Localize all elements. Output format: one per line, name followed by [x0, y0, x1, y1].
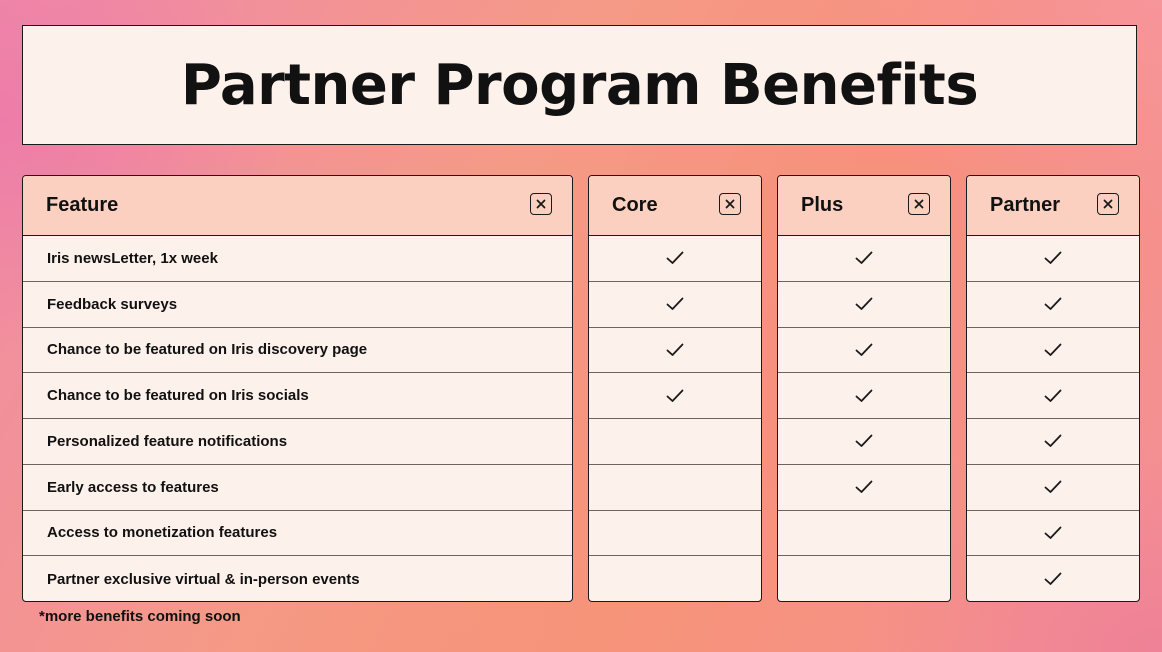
tier-row: [778, 236, 950, 282]
feature-row: Chance to be featured on Iris discovery …: [23, 328, 572, 374]
feature-row: Feedback surveys: [23, 282, 572, 328]
close-icon: [725, 199, 735, 209]
tier-name: Plus: [801, 194, 844, 216]
tier-rows-core: [589, 236, 761, 601]
tier-row: [589, 511, 761, 557]
tier-column-partner: Partner: [966, 175, 1140, 602]
checkmark-icon: [1044, 251, 1062, 265]
tier-row: [589, 556, 761, 601]
tier-row: [778, 556, 950, 601]
checkmark-icon: [855, 251, 873, 265]
tier-row: [589, 419, 761, 465]
tier-row: [778, 328, 950, 374]
tier-row: [778, 373, 950, 419]
tier-row: [967, 465, 1139, 511]
page-title: Partner Program Benefits: [180, 52, 979, 118]
title-banner: Partner Program Benefits: [22, 25, 1137, 145]
checkmark-icon: [1044, 572, 1062, 586]
tier-row: [589, 328, 761, 374]
checkmark-icon: [666, 251, 684, 265]
tier-row: [967, 328, 1139, 374]
checkmark-icon: [855, 480, 873, 494]
feature-header-label: Feature: [46, 194, 119, 216]
close-plus-column-button[interactable]: [908, 193, 930, 215]
tier-row: [589, 236, 761, 282]
close-partner-column-button[interactable]: [1097, 193, 1119, 215]
close-icon: [914, 199, 924, 209]
checkmark-icon: [855, 297, 873, 311]
checkmark-icon: [855, 389, 873, 403]
tier-row: [589, 465, 761, 511]
tier-row: [778, 419, 950, 465]
tier-header-partner: Partner: [967, 176, 1139, 236]
checkmark-icon: [855, 434, 873, 448]
feature-row: Iris newsLetter, 1x week: [23, 236, 572, 282]
checkmark-icon: [1044, 526, 1062, 540]
feature-row: Access to monetization features: [23, 511, 572, 557]
tier-row: [967, 556, 1139, 601]
checkmark-icon: [855, 343, 873, 357]
feature-column: Feature Iris newsLetter, 1x week Feedback…: [22, 175, 573, 602]
tier-row: [778, 465, 950, 511]
tier-name: Partner: [990, 194, 1061, 216]
tier-column-plus: Plus: [777, 175, 951, 602]
feature-column-header: Feature: [23, 176, 572, 236]
feature-row: Personalized feature notifications: [23, 419, 572, 465]
feature-row: Chance to be featured on Iris socials: [23, 373, 572, 419]
tier-row: [967, 236, 1139, 282]
close-icon: [536, 199, 546, 209]
tier-row: [967, 282, 1139, 328]
close-icon: [1103, 199, 1113, 209]
checkmark-icon: [666, 389, 684, 403]
tier-row: [778, 511, 950, 557]
tier-column-core: Core: [588, 175, 762, 602]
tier-row: [967, 511, 1139, 557]
tier-row: [967, 419, 1139, 465]
tier-row: [589, 373, 761, 419]
feature-row: Partner exclusive virtual & in-person ev…: [47, 570, 360, 588]
tier-row: [778, 282, 950, 328]
tier-name: Core: [612, 194, 658, 216]
checkmark-icon: [1044, 343, 1062, 357]
tier-row: [967, 373, 1139, 419]
tier-row: [589, 282, 761, 328]
checkmark-icon: [1044, 434, 1062, 448]
close-feature-column-button[interactable]: [530, 193, 552, 215]
checkmark-icon: [1044, 389, 1062, 403]
feature-list: Iris newsLetter, 1x week Feedback surveys…: [23, 236, 572, 601]
checkmark-icon: [1044, 480, 1062, 494]
tier-rows-plus: [778, 236, 950, 601]
tier-header-core: Core: [589, 176, 761, 236]
close-core-column-button[interactable]: [719, 193, 741, 215]
checkmark-icon: [1044, 297, 1062, 311]
tier-rows-partner: [967, 236, 1139, 601]
checkmark-icon: [666, 297, 684, 311]
checkmark-icon: [666, 343, 684, 357]
feature-row: Early access to features: [23, 465, 572, 511]
footnote: *more benefits coming soon: [39, 608, 241, 625]
tier-header-plus: Plus: [778, 176, 950, 236]
